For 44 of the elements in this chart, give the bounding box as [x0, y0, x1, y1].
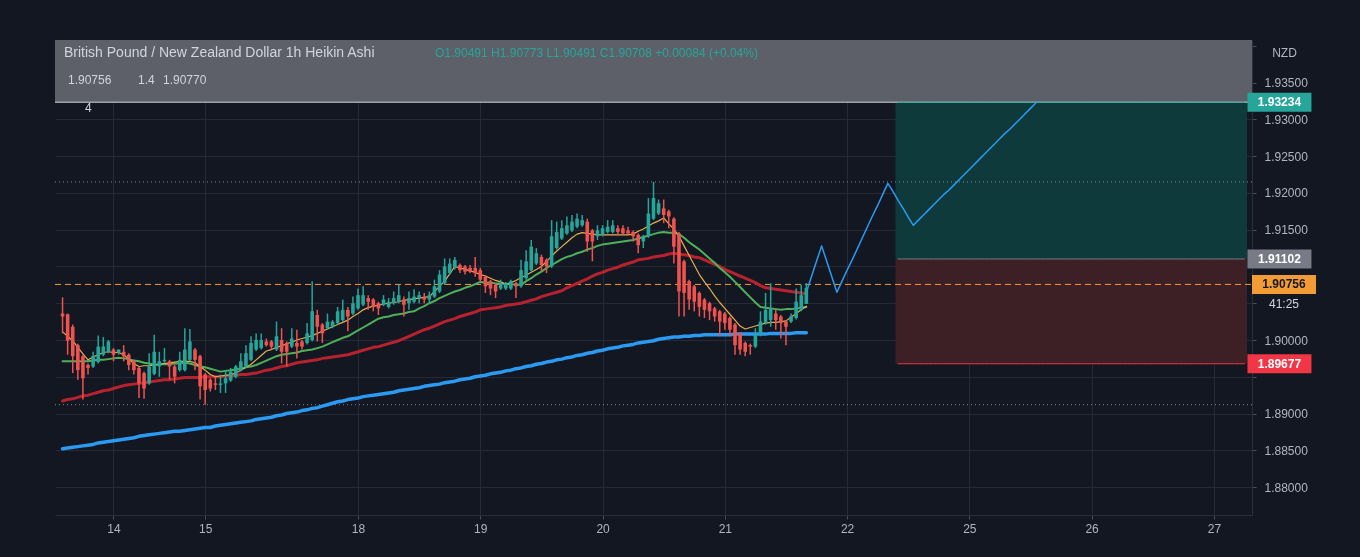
- candlestick: [585, 217, 590, 253]
- annotation: 1.90756: [68, 73, 112, 87]
- x-tick-label: 27: [1207, 521, 1222, 536]
- line-series: [61, 251, 808, 403]
- annotation: 1.4: [138, 73, 156, 87]
- candlestick: [290, 327, 294, 349]
- x-tick-label: 25: [963, 521, 977, 536]
- candlestick: [340, 298, 345, 323]
- text: O1.90491 H1.90773 L1.90491 C1.90708 +0.00084 (+0.04%): [435, 46, 758, 60]
- candlestick: [514, 281, 518, 299]
- y-axis-title: NZD: [1272, 45, 1298, 60]
- y-tick-label: 1.92500: [1264, 149, 1309, 164]
- x-tick-label: 21: [718, 521, 733, 536]
- candlestick: [366, 294, 371, 311]
- annotation: 4: [85, 101, 92, 115]
- candlestick: [402, 295, 406, 318]
- y-tick-label: 1.93000: [1264, 112, 1309, 127]
- y-tick-label: 1.88500: [1264, 443, 1309, 458]
- data-label: 1.89677: [1257, 356, 1302, 371]
- ref-line-label: 1.90756: [1262, 277, 1307, 292]
- chart-title: British Pound / New Zealand Dollar 1h Heikin Ashi: [64, 44, 375, 60]
- data-label: 1.93234: [1257, 95, 1302, 110]
- y-tick-label: 1.90000: [1264, 333, 1309, 348]
- x-tick-label: 19: [474, 521, 488, 536]
- candlestick: [315, 309, 320, 343]
- candlestick: [284, 340, 289, 368]
- y-tick-label: 1.93500: [1264, 76, 1309, 91]
- x-tick-label: 18: [351, 521, 366, 536]
- x-tick-label: 14: [107, 521, 121, 536]
- candlestick: [218, 373, 223, 394]
- data-label: 1.91102: [1258, 251, 1302, 266]
- annotation: 1.90770: [163, 73, 207, 87]
- x-tick-label: 22: [840, 521, 855, 536]
- candlestick: [666, 209, 671, 229]
- x-tick-label: 26: [1085, 521, 1100, 536]
- y-tick-label: 1.91500: [1264, 223, 1309, 238]
- y-tick-label: 1.88000: [1264, 480, 1309, 495]
- x-tick-label: 15: [199, 521, 213, 536]
- y-tick-label: 1.89000: [1264, 407, 1309, 422]
- candlestick: [346, 306, 350, 332]
- y-tick-label: 1.92000: [1264, 186, 1309, 201]
- text: 41:25: [1268, 297, 1300, 311]
- candlestick: [396, 284, 401, 304]
- x-tick-label: 20: [596, 521, 611, 536]
